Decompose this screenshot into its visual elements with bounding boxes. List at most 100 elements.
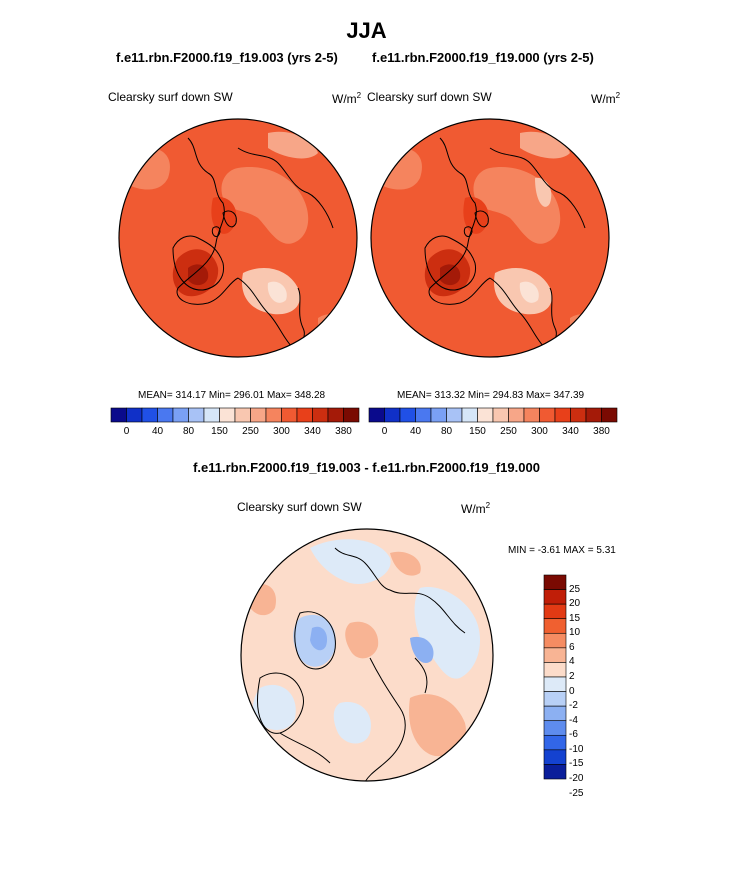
diff-stats: MIN = -3.61 MAX = 5.31 bbox=[508, 545, 616, 556]
colorbar-swatch bbox=[188, 407, 205, 423]
panel-left-variable: Clearsky surf down SW bbox=[108, 90, 233, 104]
field-region bbox=[310, 626, 328, 651]
colorbar-tick-label: -10 bbox=[569, 743, 584, 755]
colorbar-swatch bbox=[141, 407, 158, 423]
field-region bbox=[119, 147, 170, 190]
colorbar-swatch bbox=[543, 705, 567, 722]
colorbar-swatch bbox=[399, 407, 416, 423]
colorbar-tick-label: 20 bbox=[569, 598, 581, 610]
colorbar-swatch bbox=[570, 407, 587, 423]
colorbar-tick-label: 40 bbox=[151, 426, 164, 437]
colorbar-tick-label: 2 bbox=[569, 671, 575, 682]
colorbar-swatch bbox=[539, 407, 556, 423]
greenland-coast bbox=[424, 235, 477, 291]
colorbar-swatch bbox=[523, 407, 540, 423]
colorbar-tick-label: 250 bbox=[242, 426, 259, 437]
colorbar-tick-label: 10 bbox=[569, 627, 581, 639]
case-title-left: f.e11.rbn.F2000.f19_f19.003 (yrs 2-5) bbox=[116, 50, 338, 65]
colorbar-swatch bbox=[384, 407, 401, 423]
coastline bbox=[364, 657, 406, 781]
colorbar-tick-label: -15 bbox=[569, 758, 584, 770]
field-region bbox=[345, 621, 379, 659]
case-title-right: f.e11.rbn.F2000.f19_f19.000 (yrs 2-5) bbox=[372, 50, 594, 65]
island-coast bbox=[294, 611, 336, 670]
colorbar-tick-label: 300 bbox=[531, 426, 548, 437]
colorbar-swatch bbox=[554, 407, 571, 423]
diff-variable: Clearsky surf down SW bbox=[237, 500, 362, 514]
colorbar-swatch bbox=[543, 662, 567, 678]
colorbar-swatch bbox=[543, 603, 567, 620]
panel-right-variable: Clearsky surf down SW bbox=[367, 90, 492, 104]
colorbar-swatch bbox=[327, 407, 344, 423]
diff-title: f.e11.rbn.F2000.f19_f19.003 - f.e11.rbn.… bbox=[193, 460, 540, 475]
colorbar-swatch bbox=[110, 407, 127, 423]
colorbar-swatch bbox=[461, 407, 478, 423]
map-boundary bbox=[118, 118, 358, 358]
colorbar-swatch bbox=[543, 749, 567, 765]
colorbar-swatch bbox=[343, 407, 360, 423]
colorbar-tick-label: -20 bbox=[569, 773, 584, 784]
panel-left-units: W/m2 bbox=[332, 91, 362, 106]
panel-right-units: W/m2 bbox=[591, 91, 621, 106]
coastline bbox=[428, 137, 546, 349]
figure-title: JJA bbox=[346, 18, 387, 43]
colorbar-swatch bbox=[446, 407, 463, 423]
colorbar-swatch bbox=[415, 407, 432, 423]
colorbar-swatch bbox=[543, 632, 567, 649]
colorbar-swatch bbox=[543, 691, 567, 707]
coastline bbox=[334, 547, 466, 634]
diff-units: W/m2 bbox=[461, 501, 491, 516]
colorbar-tick-label: 0 bbox=[123, 426, 130, 437]
colorbar-swatch bbox=[281, 407, 298, 423]
colorbar-tick-label: -4 bbox=[569, 714, 578, 726]
colorbar-swatch bbox=[601, 407, 618, 423]
colorbar-swatch bbox=[296, 407, 313, 423]
colorbar-swatch bbox=[543, 574, 567, 590]
field-region bbox=[390, 551, 421, 576]
colorbar-tick-label: 25 bbox=[569, 583, 581, 595]
colorbar-swatch bbox=[172, 407, 189, 423]
colorbar-tick-label: 40 bbox=[409, 426, 422, 437]
colorbar-tick-label: 80 bbox=[182, 426, 195, 437]
colorbar-swatch bbox=[477, 407, 494, 423]
field-region bbox=[520, 131, 570, 159]
colorbar-swatch bbox=[430, 407, 447, 423]
colorbar-tick-label: 4 bbox=[569, 656, 575, 668]
island-coast bbox=[211, 210, 237, 237]
map-right bbox=[370, 118, 610, 358]
colorbar-swatch bbox=[312, 407, 329, 423]
colorbar-tick-label: 15 bbox=[569, 612, 581, 624]
colorbar-tick-label: -25 bbox=[569, 787, 584, 799]
colorbar-tick-label: 300 bbox=[273, 426, 290, 437]
colorbar-tick-label: 0 bbox=[381, 426, 388, 437]
colorbar-tick-label: 380 bbox=[593, 426, 610, 437]
field-region bbox=[333, 702, 371, 744]
colorbar-tick-label: 150 bbox=[211, 426, 228, 437]
map-boundary bbox=[240, 528, 494, 782]
coastline bbox=[176, 137, 294, 349]
colorbar-diff bbox=[543, 574, 567, 780]
colorbar-swatch bbox=[219, 407, 236, 423]
colorbar-swatch bbox=[508, 407, 525, 423]
colorbar-swatch bbox=[543, 676, 567, 692]
colorbar-swatch bbox=[234, 407, 251, 423]
colorbar-swatch bbox=[543, 764, 567, 780]
map-diff bbox=[240, 528, 494, 782]
map-boundary bbox=[370, 118, 610, 358]
field-region bbox=[310, 539, 391, 584]
field-region bbox=[221, 167, 309, 244]
greenland-coast bbox=[257, 672, 304, 734]
colorbar-swatch bbox=[250, 407, 267, 423]
map-left bbox=[118, 118, 358, 358]
island-coast bbox=[463, 210, 489, 237]
field-region bbox=[267, 281, 287, 303]
field-region bbox=[252, 684, 296, 730]
coastline bbox=[489, 147, 586, 229]
greenland-coast bbox=[172, 235, 225, 291]
field-region bbox=[268, 131, 318, 159]
panel-left-stats: MEAN= 314.17 Min= 296.01 Max= 348.28 bbox=[138, 390, 326, 401]
field-region bbox=[410, 636, 434, 664]
colorbar-swatch bbox=[126, 407, 143, 423]
colorbar-left bbox=[110, 407, 360, 423]
panel-right-stats: MEAN= 313.32 Min= 294.83 Max= 347.39 bbox=[397, 390, 585, 401]
